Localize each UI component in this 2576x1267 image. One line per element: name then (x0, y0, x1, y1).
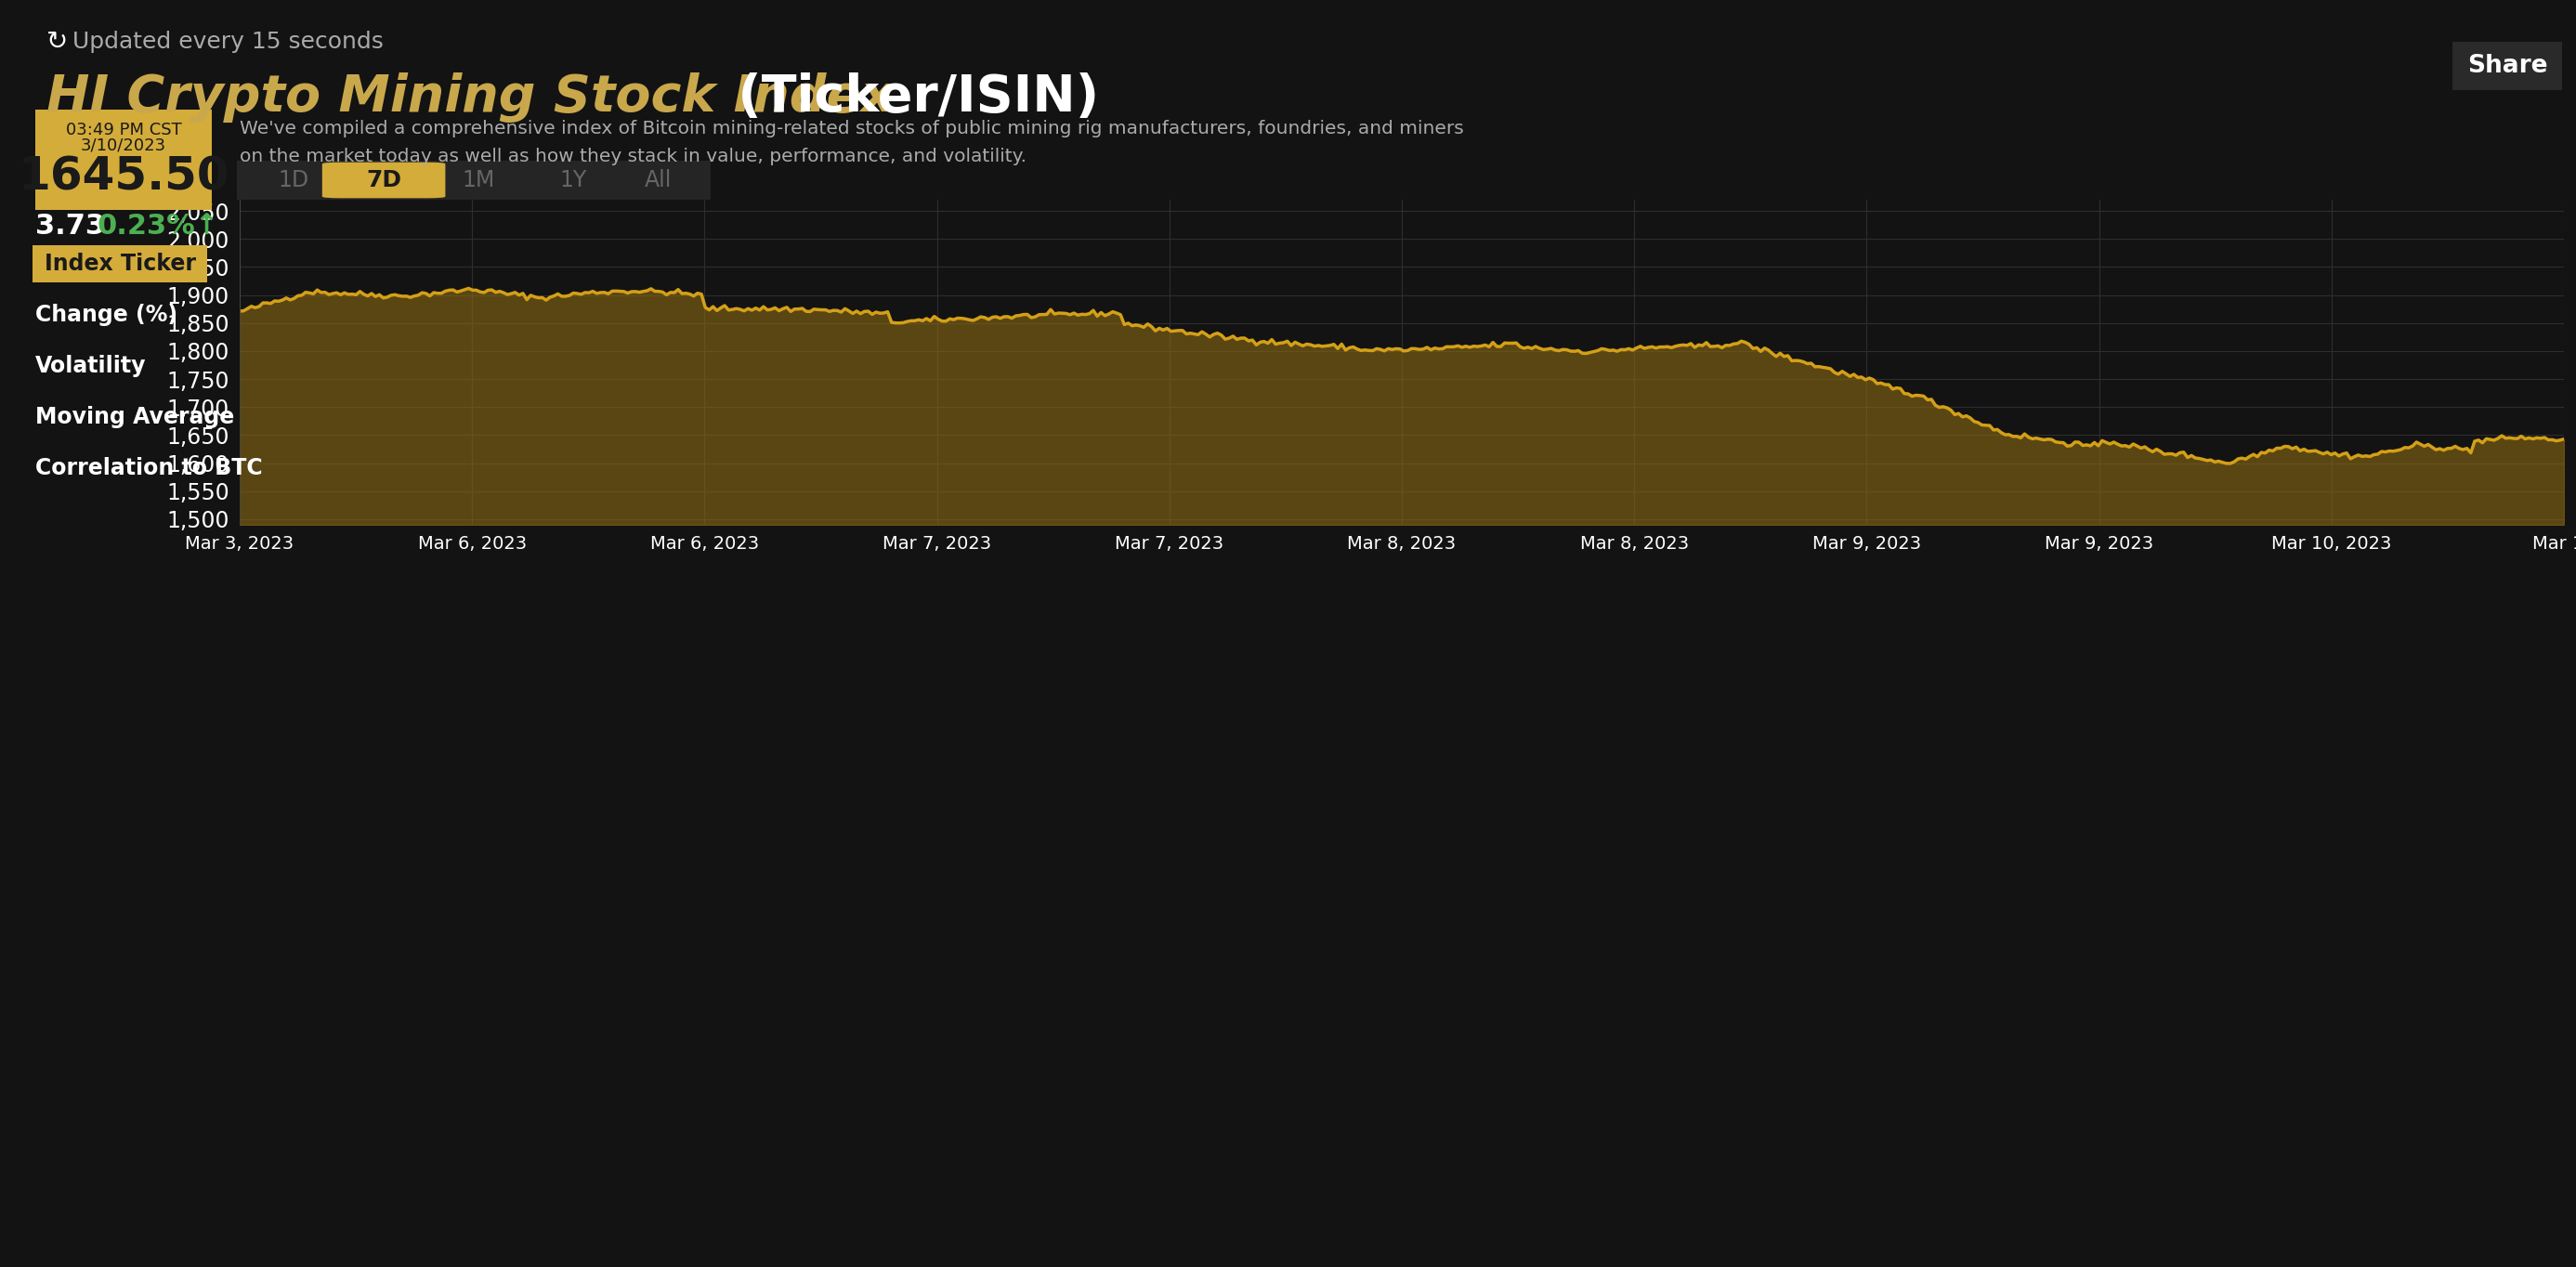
Text: 1D: 1D (278, 169, 309, 191)
Text: 7D: 7D (366, 169, 402, 191)
Text: Volatility: Volatility (36, 355, 147, 378)
Text: Moving Average: Moving Average (36, 405, 234, 428)
Text: Share: Share (2468, 54, 2548, 79)
Text: on the market today as well as how they stack in value, performance, and volatil: on the market today as well as how they … (240, 147, 1025, 165)
Text: 1M: 1M (461, 169, 495, 191)
Text: We've compiled a comprehensive index of Bitcoin mining-related stocks of public : We've compiled a comprehensive index of … (240, 119, 1463, 137)
Text: Updated every 15 seconds: Updated every 15 seconds (72, 30, 384, 53)
Text: 0.23%↑: 0.23%↑ (98, 213, 219, 241)
Text: 03:49 PM CST: 03:49 PM CST (64, 122, 180, 138)
Text: Change (%): Change (%) (36, 304, 178, 326)
Text: HI Crypto Mining Stock Index: HI Crypto Mining Stock Index (46, 72, 894, 123)
FancyBboxPatch shape (23, 243, 216, 284)
Text: 1Y: 1Y (559, 169, 587, 191)
Text: ↻: ↻ (46, 29, 67, 54)
Text: 3/10/2023: 3/10/2023 (80, 137, 167, 155)
Text: Index Ticker: Index Ticker (44, 252, 196, 275)
Text: 3.73: 3.73 (36, 213, 106, 241)
Text: Correlation to BTC: Correlation to BTC (36, 457, 263, 479)
Text: All: All (644, 169, 672, 191)
Text: 1645.50: 1645.50 (18, 155, 229, 199)
FancyBboxPatch shape (322, 162, 446, 198)
FancyBboxPatch shape (2445, 41, 2568, 91)
FancyBboxPatch shape (26, 105, 222, 215)
Text: (Ticker/ISIN): (Ticker/ISIN) (719, 72, 1100, 123)
FancyBboxPatch shape (227, 160, 721, 200)
